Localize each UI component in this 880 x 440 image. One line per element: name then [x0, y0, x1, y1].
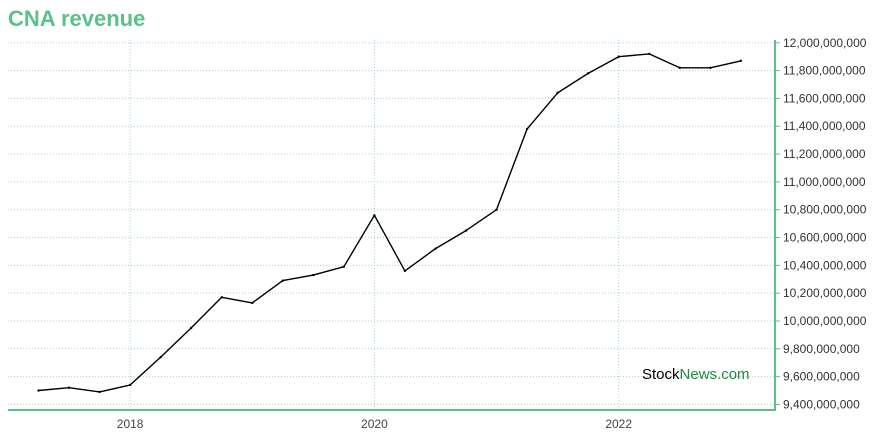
data-point: [37, 389, 40, 392]
tick-labels: 9,400,000,000 9,600,000,000 9,800,000,000 1…: [117, 36, 867, 431]
data-point: [251, 301, 254, 305]
data-point: [342, 265, 346, 268]
revenue-series-line: [38, 53, 741, 393]
data-point: [586, 72, 590, 75]
stocknews-watermark: StockNews.com: [642, 366, 750, 383]
y-tick-label: 11,400,000,000: [783, 119, 866, 133]
y-tick-label: 11,600,000,000: [783, 91, 866, 105]
data-point: [220, 296, 223, 299]
data-point: [312, 273, 315, 277]
y-tick-label: 10,600,000,000: [783, 231, 867, 245]
y-tick-label: 9,600,000,000: [783, 370, 860, 384]
x-tick-label: 2022: [605, 417, 632, 431]
data-point: [403, 269, 407, 273]
data-point: [495, 208, 498, 211]
data-point: [67, 386, 71, 389]
y-tick-label: 10,200,000,000: [783, 286, 867, 300]
watermark-com: .com: [717, 366, 750, 383]
axes: [8, 40, 780, 411]
grid-lines: [8, 40, 775, 410]
y-tick-label: 10,400,000,000: [783, 258, 867, 272]
y-tick-label: 9,800,000,000: [783, 342, 860, 356]
chart-title: CNA revenue: [8, 6, 146, 31]
data-point: [434, 247, 437, 250]
data-point: [159, 355, 162, 359]
y-tick-label: 10,000,000,000: [783, 314, 867, 328]
data-point: [98, 390, 101, 394]
data-point: [709, 66, 712, 70]
data-point: [648, 52, 651, 56]
x-tick-label: 2020: [361, 417, 388, 431]
watermark-stock: Stock: [642, 366, 680, 383]
data-point: [373, 214, 376, 217]
y-tick-label: 11,000,000,000: [783, 175, 866, 189]
data-point: [617, 55, 620, 58]
series-layer: [37, 52, 743, 394]
data-point: [739, 59, 743, 63]
data-point: [556, 91, 559, 95]
data-point: [525, 127, 529, 131]
data-point: [128, 383, 132, 387]
data-point: [190, 326, 193, 330]
data-point: [464, 229, 468, 232]
watermark-news: News: [680, 366, 718, 383]
y-tick-label: 11,800,000,000: [783, 64, 866, 78]
y-tick-label: 9,400,000,000: [783, 397, 860, 411]
data-point: [678, 66, 681, 70]
x-tick-label: 2018: [117, 417, 144, 431]
y-tick-label: 11,200,000,000: [783, 147, 866, 161]
y-tick-label: 12,000,000,000: [783, 36, 867, 50]
y-tick-label: 10,800,000,000: [783, 203, 867, 217]
data-point: [281, 279, 285, 282]
